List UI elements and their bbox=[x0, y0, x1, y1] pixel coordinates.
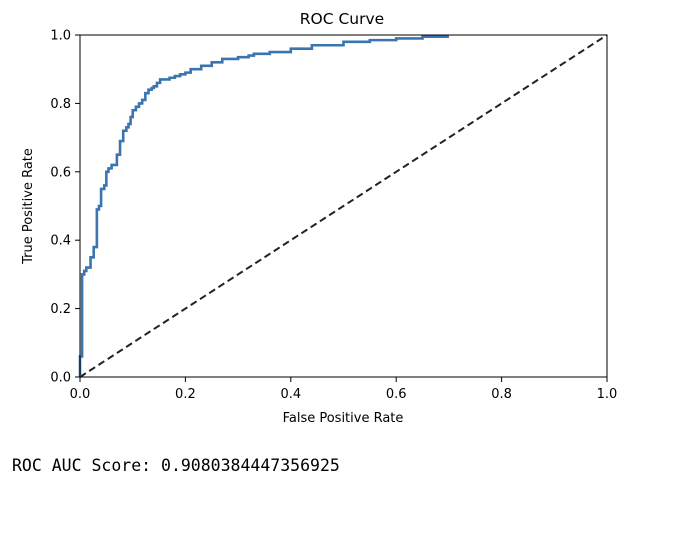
chance-diagonal-line bbox=[79, 34, 608, 378]
x-tick-label: 1.0 bbox=[597, 387, 618, 402]
roc-curve-line bbox=[78, 35, 449, 377]
chart-title: ROC Curve bbox=[300, 10, 384, 28]
y-tick-label: 0.0 bbox=[50, 371, 71, 386]
x-tick-label: 0.6 bbox=[386, 387, 407, 402]
y-tick-label: 0.2 bbox=[50, 302, 71, 317]
y-axis-label: True Positive Rate bbox=[21, 148, 36, 265]
y-axis-ticks: 0.0 0.2 0.4 0.6 0.8 1.0 bbox=[50, 29, 80, 386]
y-tick-label: 0.8 bbox=[50, 97, 71, 112]
plot-area bbox=[78, 34, 608, 378]
x-tick-label: 0.4 bbox=[280, 387, 301, 402]
x-axis-ticks: 0.0 0.2 0.4 0.6 0.8 1.0 bbox=[70, 377, 618, 402]
x-tick-label: 0.8 bbox=[491, 387, 512, 402]
series-layer bbox=[78, 34, 608, 378]
y-tick-label: 0.6 bbox=[50, 165, 71, 180]
plot-frame bbox=[79, 34, 608, 378]
y-tick-label: 1.0 bbox=[50, 29, 71, 44]
roc-auc-score-output: ROC AUC Score: 0.9080384447356925 bbox=[12, 456, 340, 475]
x-axis-label: False Positive Rate bbox=[283, 411, 404, 426]
roc-chart: ROC Curve 0.0 0.2 0.4 0.6 0.8 1.0 0.00.20.40.… bbox=[21, 10, 618, 426]
x-tick-label: 0.2 bbox=[175, 387, 196, 402]
x-tick-label: 0.0 bbox=[70, 387, 91, 402]
y-tick-label: 0.4 bbox=[50, 234, 71, 249]
